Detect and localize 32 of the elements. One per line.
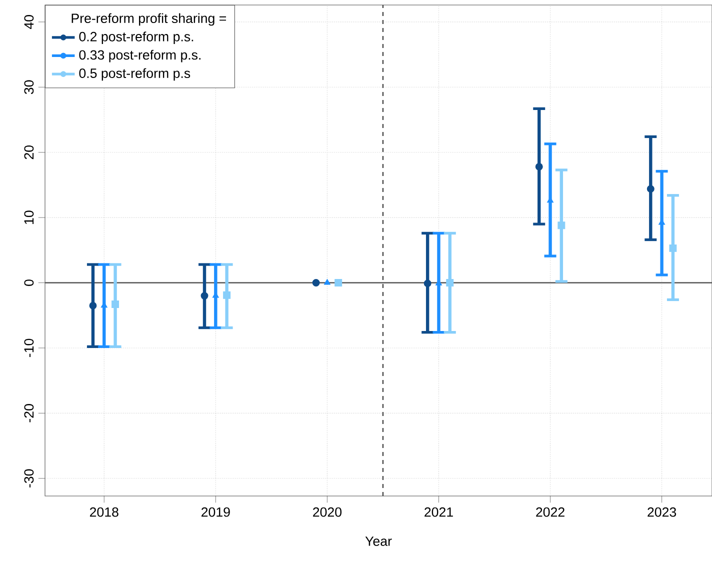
x-tick-label: 2023 xyxy=(648,507,676,517)
y-tick-label: 0 xyxy=(24,280,34,286)
x-axis-title: Year xyxy=(365,536,392,546)
point xyxy=(89,302,97,310)
point xyxy=(324,279,330,285)
point xyxy=(312,279,320,286)
y-tick-label: 10 xyxy=(24,210,34,224)
x-tick-label: 2022 xyxy=(536,507,564,517)
legend-label: 0.33 post-reform p.s. xyxy=(79,50,200,62)
y-tick-label: -20 xyxy=(24,404,34,422)
point xyxy=(646,185,654,193)
legend-title: Pre-reform profit sharing = xyxy=(72,13,226,26)
point xyxy=(424,280,432,288)
y-tick-label: 40 xyxy=(24,15,34,30)
point xyxy=(669,244,677,252)
y-tick-label: 20 xyxy=(24,145,34,160)
y-tick-label: -30 xyxy=(24,469,34,488)
x-tick-label: 2018 xyxy=(90,507,118,517)
point xyxy=(223,291,231,299)
y-tick-label: 30 xyxy=(24,80,34,94)
point xyxy=(334,279,342,286)
point xyxy=(446,279,454,286)
point xyxy=(112,300,120,308)
x-tick-label: 2019 xyxy=(202,507,230,517)
legend-label: 0.2 post-reform p.s. xyxy=(79,32,194,44)
y-tick-label: -10 xyxy=(24,338,34,358)
x-tick-label: 2020 xyxy=(313,507,342,517)
x-tick-label: 2021 xyxy=(424,507,453,517)
point xyxy=(200,292,208,300)
legend-label: 0.5 post-reform p.s xyxy=(79,68,190,81)
point xyxy=(535,162,543,170)
point xyxy=(558,222,566,230)
